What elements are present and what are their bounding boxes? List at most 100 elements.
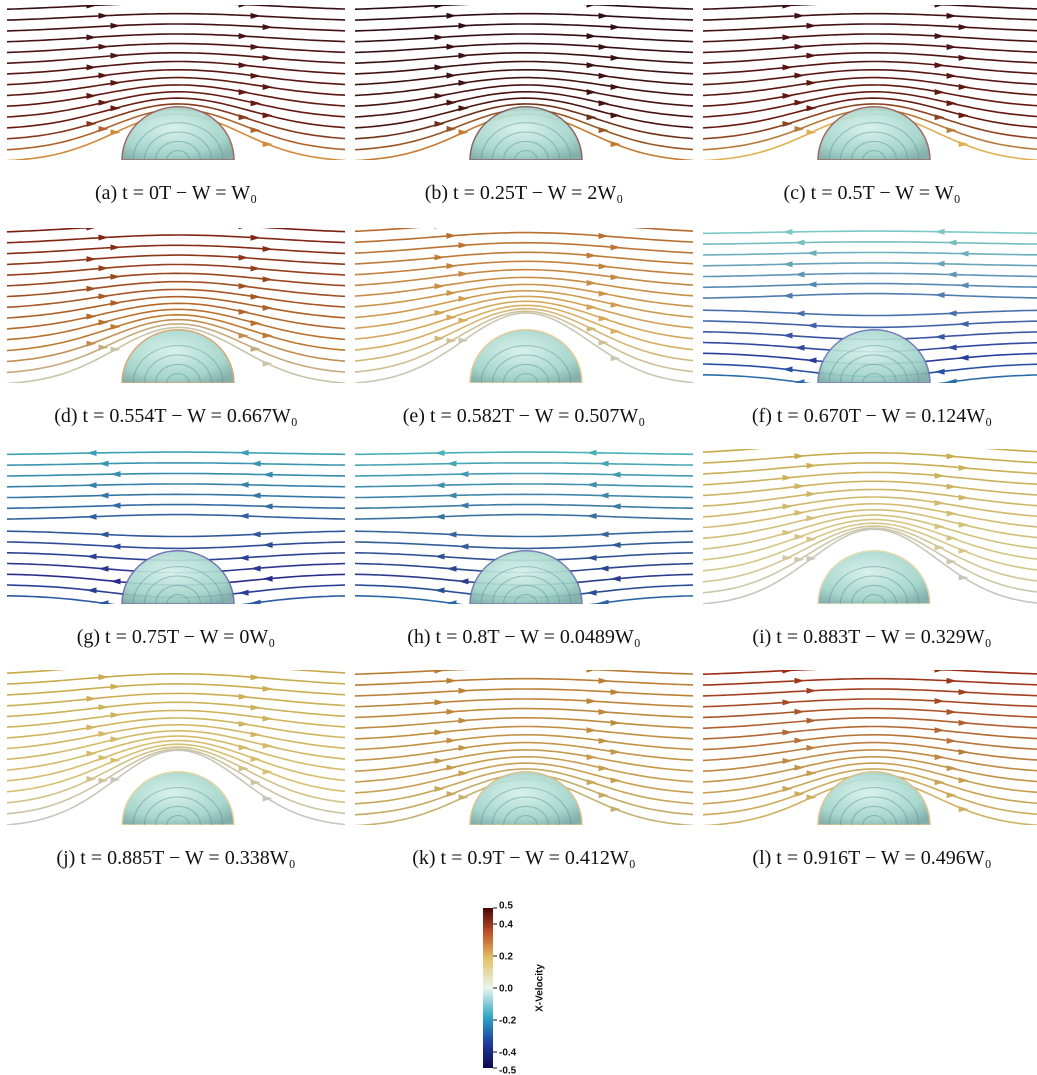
flow-arrow — [947, 738, 957, 744]
flow-arrow — [783, 3, 793, 9]
flow-arrow — [435, 223, 445, 229]
streamline — [2, 515, 350, 520]
flow-arrow — [447, 314, 457, 320]
streamline — [350, 452, 698, 454]
panel — [2, 663, 350, 826]
flow-arrow — [783, 261, 793, 267]
flow-arrow — [99, 674, 109, 680]
sphere — [470, 772, 582, 825]
panel — [350, 450, 698, 624]
flow-arrow — [587, 62, 597, 68]
flow-arrow — [435, 121, 445, 127]
flow-arrow — [947, 535, 957, 541]
flow-arrow — [111, 23, 121, 29]
colorbar-tick-label: 0.2 — [499, 952, 513, 963]
flow-arrow — [947, 13, 957, 19]
flow-arrow — [795, 510, 805, 516]
flow-arrow — [111, 244, 121, 250]
flow-arrow — [599, 493, 609, 499]
streamline — [698, 385, 1037, 402]
streamline — [2, 718, 350, 738]
flow-arrow — [599, 738, 609, 744]
flow-arrow — [807, 491, 817, 497]
flow-arrow — [935, 442, 945, 448]
flow-arrow — [783, 786, 793, 792]
flow-arrow — [935, 754, 945, 760]
flow-arrow — [599, 100, 609, 106]
flow-arrow — [587, 754, 597, 760]
flow-arrow — [807, 718, 817, 724]
flow-arrow — [447, 709, 457, 715]
flow-arrow — [99, 755, 109, 761]
flow-arrow — [239, 555, 249, 561]
flow-arrow — [587, 555, 597, 561]
flow-arrow — [99, 293, 109, 299]
streamline — [698, 231, 1037, 233]
flow-arrow — [795, 678, 805, 684]
flow-arrow — [783, 475, 793, 481]
flow-arrow — [807, 515, 817, 521]
flow-arrow — [251, 266, 261, 272]
panel-caption: (l) t = 0.916T − W = 0.496W₀ — [752, 847, 991, 869]
flow-arrow — [111, 684, 121, 690]
colorbar — [483, 908, 493, 1068]
panel-caption: (j) t = 0.885T − W = 0.338W₀ — [56, 847, 295, 869]
streamline — [350, 44, 698, 53]
flow-arrow — [447, 531, 457, 537]
flow-arrow — [783, 293, 793, 299]
flow-arrow — [935, 89, 945, 95]
flow-arrow — [251, 600, 261, 606]
streamline — [698, 699, 1037, 707]
flow-arrow — [599, 291, 609, 297]
flow-arrow — [459, 105, 469, 111]
flow-arrow — [99, 44, 109, 50]
flow-arrow — [87, 3, 97, 9]
colorbar-tick-label: 0.0 — [499, 984, 513, 995]
streamline — [698, 294, 1037, 299]
flow-arrow — [99, 704, 109, 710]
flow-arrow — [611, 84, 621, 90]
flow-arrow — [599, 461, 609, 467]
flow-arrow — [99, 600, 109, 606]
flow-arrow — [459, 770, 469, 776]
flow-arrow — [239, 745, 249, 751]
flow-arrow — [795, 534, 805, 540]
flow-arrow — [599, 233, 609, 239]
flow-arrow — [239, 694, 249, 700]
flow-arrow — [935, 33, 945, 39]
flow-arrow — [239, 114, 249, 120]
flow-arrow — [251, 73, 261, 79]
flow-arrow — [111, 712, 121, 718]
flow-arrow — [599, 316, 609, 322]
streamline — [698, 709, 1037, 718]
flow-arrow — [111, 503, 121, 509]
flow-arrow — [959, 388, 969, 394]
flow-arrow — [87, 587, 97, 593]
flow-arrow — [99, 73, 109, 79]
flow-arrow — [251, 565, 261, 571]
flow-arrow — [459, 503, 469, 509]
flow-arrow — [111, 105, 121, 111]
flow-arrow — [783, 332, 793, 338]
flow-arrow — [111, 736, 121, 742]
streamline — [350, 494, 698, 497]
flow-arrow — [239, 663, 249, 669]
flow-arrow — [87, 286, 97, 292]
flow-arrow — [239, 89, 249, 95]
flow-arrow — [435, 786, 445, 792]
flow-arrow — [459, 718, 469, 724]
colorbar-tick-label: 0.4 — [499, 920, 513, 931]
streamline — [350, 515, 698, 520]
sphere — [470, 330, 582, 383]
flow-arrow — [87, 224, 97, 230]
flow-arrow — [599, 565, 609, 571]
streamline — [698, 242, 1037, 244]
flow-arrow — [87, 724, 97, 730]
sphere — [818, 772, 930, 825]
flow-arrow — [959, 321, 969, 327]
flow-arrow — [99, 461, 109, 467]
flow-arrow — [807, 688, 817, 694]
flow-arrow — [807, 250, 817, 256]
flow-arrow — [87, 664, 97, 670]
flow-arrow — [239, 721, 249, 727]
